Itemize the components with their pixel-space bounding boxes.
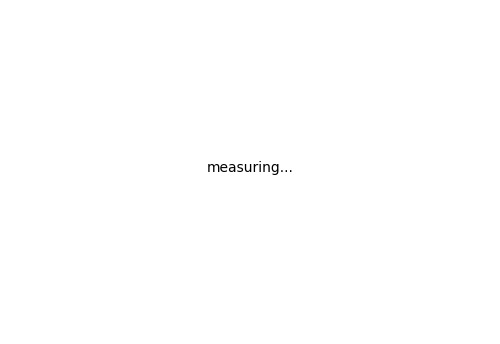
Text: measuring...: measuring... (206, 161, 294, 175)
